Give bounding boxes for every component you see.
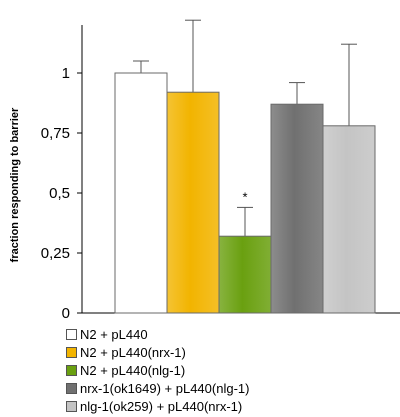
legend-label: nlg-1(ok259) + pL440(nrx-1)	[80, 399, 243, 415]
bar	[322, 125, 376, 314]
chart-bars: *	[114, 19, 376, 314]
bar-group	[166, 19, 220, 314]
bar-group	[114, 60, 168, 314]
legend-item: nrx-1(ok1649) + pL440(nlg-1)	[66, 380, 396, 398]
legend-item: N2 + pL440	[66, 325, 396, 343]
legend-label: N2 + pL440	[80, 326, 148, 342]
legend-swatch	[66, 346, 77, 358]
legend-swatch	[66, 364, 77, 376]
y-tick-label: 0,5	[49, 185, 70, 202]
legend-swatch	[66, 383, 77, 395]
y-tick-label: 1	[62, 65, 70, 82]
legend-item: N2 + pL440(nrx-1)	[66, 343, 396, 361]
y-tick-label: 0	[62, 305, 70, 322]
legend-label: N2 + pL440(nrx-1)	[80, 344, 186, 360]
legend-item: nlg-1(ok259) + pL440(nrx-1)	[66, 398, 396, 416]
bar-group: *	[218, 189, 272, 314]
legend-swatch	[66, 328, 77, 340]
y-tick-label: 0,75	[41, 125, 70, 142]
y-tick-label: 0,25	[41, 245, 70, 262]
significance-marker: *	[242, 189, 247, 204]
bar	[166, 91, 220, 314]
chart-legend: N2 + pL440 N2 + pL440(nrx-1) N2 + pL440(nl…	[66, 325, 396, 416]
y-axis-label: fraction responding to barrier	[9, 107, 21, 262]
legend-item: N2 + pL440(nlg-1)	[66, 361, 396, 379]
legend-label: N2 + pL440(nlg-1)	[80, 362, 186, 378]
bar-group	[322, 43, 376, 314]
legend-swatch	[66, 401, 77, 413]
legend-label: nrx-1(ok1649) + pL440(nlg-1)	[80, 381, 250, 397]
bar	[218, 235, 272, 314]
bar	[270, 103, 324, 314]
bar	[114, 72, 168, 314]
bar-group	[270, 82, 324, 314]
chart-ticks: 0 0,25 0,5 0,75 1	[41, 65, 82, 322]
